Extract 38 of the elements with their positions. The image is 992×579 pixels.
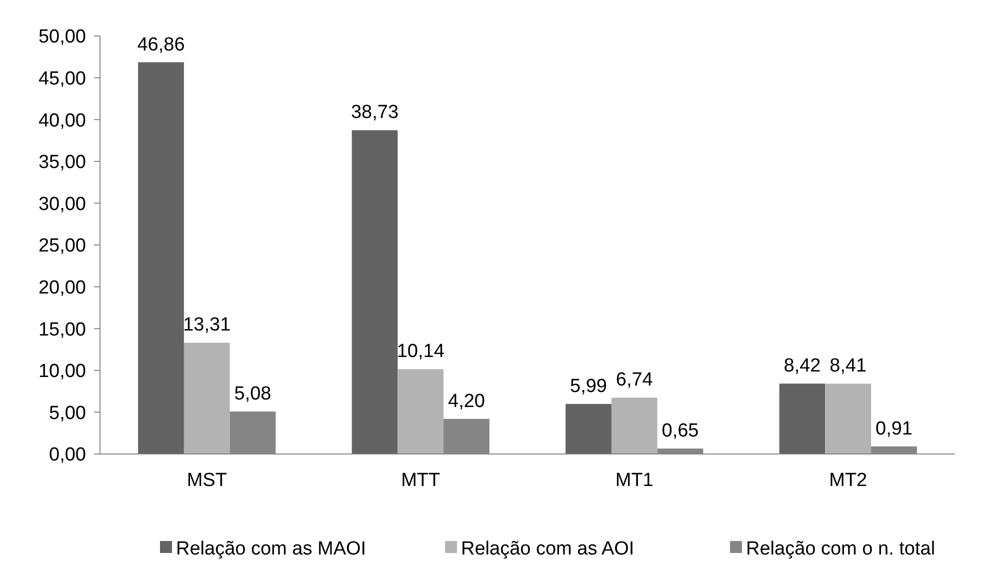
bar	[184, 342, 230, 454]
data-label: 5,99	[570, 376, 607, 397]
bar	[138, 62, 184, 454]
bar	[611, 398, 658, 454]
bar	[398, 369, 444, 454]
y-tick-label: 50,00	[38, 26, 86, 48]
x-tick-label: MST	[186, 470, 228, 491]
data-label: 38,73	[350, 102, 399, 124]
data-label: 8,42	[784, 356, 821, 377]
y-tick-label: 5,00	[49, 402, 86, 424]
y-tick-label: 15,00	[38, 319, 86, 340]
legend-label: Relação com as MAOI	[176, 538, 366, 560]
legend-label: Relação com as AOI	[461, 538, 634, 560]
x-tick-label: MTT	[401, 470, 441, 491]
y-tick-label: 0,00	[49, 444, 86, 466]
data-label: 5,08	[234, 384, 272, 405]
data-label: 10,14	[396, 341, 445, 362]
bar	[566, 404, 612, 454]
y-tick-label: 10,00	[38, 361, 86, 382]
bar	[352, 130, 398, 454]
legend-label: Relação com o n. total	[746, 538, 936, 560]
y-tick-label: 40,00	[38, 110, 86, 132]
data-label: 0,91	[876, 418, 912, 440]
data-label: 0,65	[662, 420, 699, 442]
y-tick-label: 30,00	[38, 194, 86, 215]
y-tick-label: 35,00	[38, 152, 86, 174]
data-label: 46,86	[137, 34, 185, 56]
y-tick-label: 45,00	[38, 68, 86, 90]
data-label: 6,74	[616, 370, 654, 391]
y-tick-label: 20,00	[38, 277, 86, 298]
bar	[825, 384, 872, 454]
bar	[779, 384, 826, 454]
x-tick-label: MT2	[829, 470, 868, 491]
data-label: 4,20	[448, 390, 485, 412]
x-tick-label: MT1	[615, 470, 654, 491]
data-label: 8,41	[830, 356, 867, 377]
y-tick-label: 25,00	[38, 236, 86, 257]
data-label: 13,31	[183, 314, 231, 336]
